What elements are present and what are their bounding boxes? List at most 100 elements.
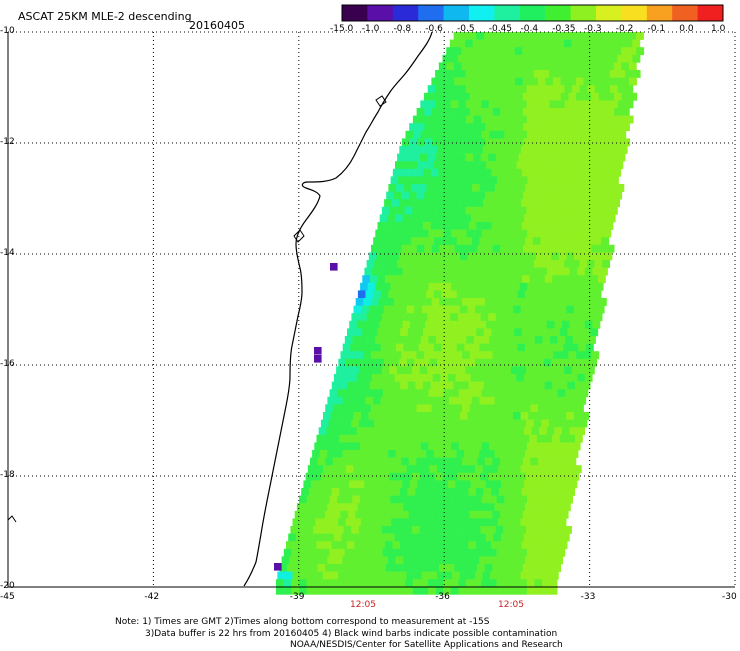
- swath-pixel: [573, 358, 582, 367]
- swath-pixel: [472, 39, 481, 48]
- swath-pixel: [403, 396, 412, 405]
- swath-pixel: [372, 556, 381, 565]
- swath-pixel: [500, 298, 508, 306]
- swath-pixel: [476, 168, 485, 177]
- swath-pixel: [301, 541, 310, 550]
- swath-pixel: [479, 237, 488, 246]
- swath-pixel: [468, 434, 477, 443]
- swath-pixel: [617, 153, 626, 162]
- swath-pixel: [605, 32, 614, 40]
- swath-pixel: [487, 290, 495, 299]
- swath-pixel: [427, 206, 436, 215]
- swath-pixel: [571, 472, 580, 481]
- swath-pixel: [423, 564, 432, 572]
- swath-pixel: [549, 85, 558, 94]
- swath-pixel: [540, 556, 548, 565]
- swath-pixel: [504, 548, 513, 557]
- graticule: [7, 31, 736, 588]
- swath-pixel: [582, 168, 591, 177]
- swath-pixel: [496, 548, 505, 557]
- swath-pixel: [588, 176, 597, 185]
- swath-pixel: [557, 548, 566, 557]
- swath-pixel: [462, 123, 471, 132]
- swath-pixel: [321, 586, 330, 595]
- swath-pixel: [618, 115, 626, 124]
- swath-pixel: [293, 541, 302, 550]
- swath-pixel: [388, 343, 397, 352]
- swath-pixel: [386, 244, 395, 253]
- swath-pixel: [311, 480, 319, 489]
- swath-pixel: [523, 427, 532, 436]
- swath-pixel: [494, 556, 503, 565]
- swath-pixel: [538, 138, 547, 147]
- swath-pixel: [583, 244, 592, 253]
- swath-pixel: [514, 275, 523, 284]
- swath-pixel: [562, 503, 571, 512]
- swath-pixel: [434, 472, 443, 481]
- swath-pixel: [466, 282, 475, 291]
- swath-pixel: [391, 358, 400, 367]
- swath-pixel: [619, 146, 628, 154]
- swath-pixel: [565, 130, 573, 139]
- swath-pixel: [613, 47, 622, 56]
- swath-pixel: [455, 427, 464, 436]
- swath-pixel: [365, 343, 374, 352]
- swath-pixel: [573, 465, 582, 474]
- swath-pixel: [575, 275, 583, 284]
- swath-pixel: [545, 77, 554, 86]
- swath-pixel: [549, 586, 558, 595]
- swath-pixel: [449, 290, 457, 299]
- swath-pixel: [433, 343, 442, 352]
- swath-pixel: [405, 442, 414, 451]
- swath-pixel: [332, 510, 341, 519]
- swath-pixel: [545, 244, 554, 253]
- swath-pixel: [552, 32, 561, 40]
- swath-pixel: [579, 85, 588, 94]
- swath-pixel: [283, 579, 292, 588]
- swath-pixel: [464, 237, 473, 246]
- swath-pixel: [374, 472, 382, 481]
- swath-pixel: [492, 191, 501, 200]
- swath-pixel: [558, 358, 567, 367]
- swath-pixel: [451, 282, 460, 291]
- swath-pixel: [422, 434, 431, 443]
- swath-pixel: [520, 199, 529, 208]
- swath-pixel: [528, 358, 537, 367]
- swath-pixel: [419, 472, 428, 481]
- swath-pixel: [376, 571, 384, 580]
- swath-pixel: [424, 298, 432, 306]
- swath-pixel: [395, 161, 403, 170]
- swath-pixel: [402, 374, 411, 382]
- swath-pixel: [559, 275, 568, 284]
- swath-pixel: [537, 381, 545, 390]
- swath-pixel: [439, 404, 448, 413]
- swath-pixel: [421, 358, 430, 367]
- swath-pixel: [366, 366, 375, 375]
- swath-pixel: [443, 548, 452, 557]
- swath-pixel: [558, 252, 567, 261]
- swath-pixel: [576, 404, 584, 413]
- swath-pixel: [412, 526, 420, 534]
- swath-pixel: [505, 412, 514, 420]
- swath-pixel: [478, 427, 487, 436]
- swath-pixel: [329, 495, 338, 504]
- swath-pixel: [283, 586, 292, 595]
- swath-pixel: [526, 115, 535, 124]
- swath-pixel: [479, 450, 488, 458]
- swath-pixel: [552, 168, 561, 177]
- swath-pixel: [556, 366, 565, 375]
- swath-pixel: [571, 366, 580, 375]
- swath-pixel: [596, 199, 605, 208]
- swath-pixel: [348, 457, 356, 466]
- swath-pixel: [442, 153, 451, 162]
- swath-pixel: [472, 237, 480, 246]
- swath-pixel: [614, 123, 623, 132]
- swath-pixel: [475, 358, 483, 367]
- colorbar-outline: [341, 4, 724, 22]
- swath-pixel: [416, 510, 425, 519]
- swath-pixel: [379, 320, 388, 329]
- swath-pixel: [380, 450, 389, 458]
- swath-pixel: [607, 214, 616, 223]
- swath-pixel: [471, 396, 480, 405]
- swath-pixel: [470, 427, 479, 436]
